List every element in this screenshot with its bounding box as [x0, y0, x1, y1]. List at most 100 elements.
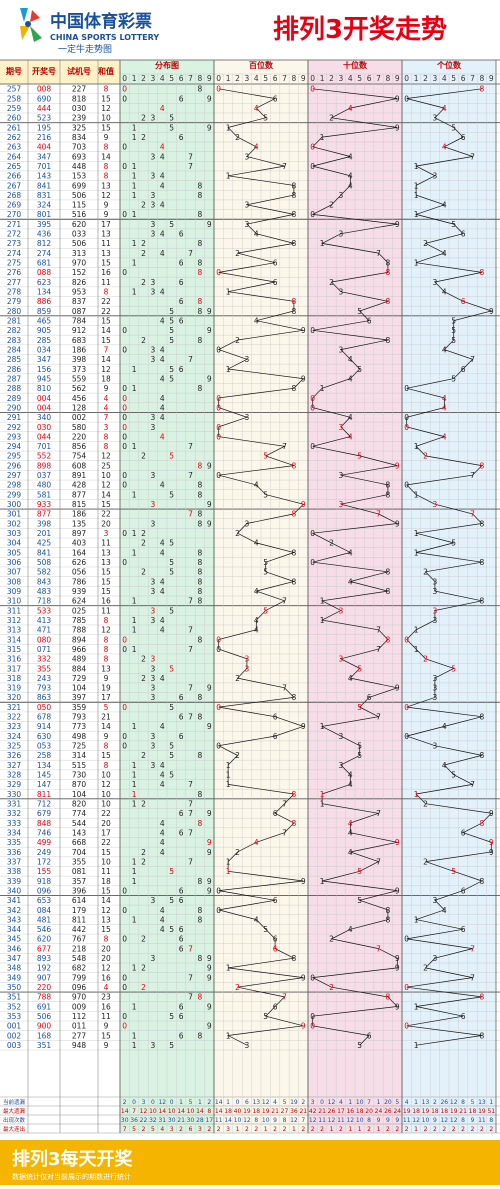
position-mark: 4	[442, 394, 447, 403]
draw-number: 351	[37, 1041, 52, 1050]
position-mark: 1	[226, 761, 231, 770]
position-mark: 0	[216, 742, 221, 751]
dist-mark: 4	[160, 345, 165, 354]
draw-number: 404	[37, 143, 52, 152]
stat-value: 24	[393, 1108, 401, 1115]
position-mark: 5	[451, 771, 456, 780]
dist-mark: 3	[151, 172, 156, 181]
stat-value: 21	[299, 1108, 307, 1115]
draw-number: 900	[37, 1022, 52, 1031]
issue-number: 001	[7, 1022, 22, 1031]
position-mark: 0	[216, 268, 221, 277]
stat-value: 18	[252, 1108, 260, 1115]
stat-value: 14	[177, 1108, 185, 1115]
stat-value: 2	[424, 1126, 428, 1133]
stat-value: 12	[328, 1099, 336, 1106]
stat-value: 1	[264, 1126, 268, 1133]
issue-number: 288	[7, 384, 22, 393]
stat-value: 2	[301, 1099, 305, 1106]
draw-number: 788	[37, 993, 52, 1002]
dist-mark: 5	[169, 1012, 174, 1021]
dist-mark: 5	[169, 220, 174, 229]
dist-mark: 2	[141, 336, 146, 345]
position-mark: 3	[245, 220, 250, 229]
dist-mark: 3	[151, 954, 156, 963]
position-mark: 6	[461, 297, 466, 306]
dist-mark: 2	[141, 655, 146, 664]
sum-value: 22	[101, 297, 111, 306]
test-number: 856	[72, 442, 87, 451]
sum-header: 和值	[98, 66, 114, 76]
dist-mark: 4	[160, 432, 165, 441]
position-mark: 5	[357, 365, 362, 374]
dist-mark: 6	[179, 278, 184, 287]
stat-value: 2	[320, 1126, 324, 1133]
sum-value: 8	[104, 143, 109, 152]
test-number: 884	[72, 664, 87, 673]
dist-mark: 0	[122, 85, 127, 94]
position-mark: 0	[404, 384, 409, 393]
dist-mark: 0	[122, 906, 127, 915]
stat-value: 2	[179, 1126, 183, 1133]
digit-header-tens-8: 8	[386, 74, 391, 83]
position-mark: 2	[235, 133, 240, 142]
digit-header-hundreds-4: 4	[254, 74, 259, 83]
position-mark: 8	[480, 1031, 485, 1040]
dist-mark: 1	[132, 722, 137, 731]
position-mark: 8	[386, 297, 391, 306]
digit-header-units-0: 0	[404, 74, 409, 83]
dist-mark: 1	[132, 867, 137, 876]
draw-number: 249	[37, 848, 52, 857]
position-mark: 9	[395, 886, 400, 895]
draw-number: 877	[37, 510, 52, 519]
dist-mark: 2	[141, 848, 146, 857]
draw-number: 347	[37, 152, 52, 161]
sum-value: 9	[104, 210, 109, 219]
position-mark: 2	[235, 249, 240, 258]
position-mark: 4	[442, 249, 447, 258]
test-number: 939	[72, 587, 87, 596]
dist-mark: 6	[179, 886, 184, 895]
test-number: 703	[72, 143, 87, 152]
dist-mark: 7	[188, 944, 193, 953]
position-mark: 1	[414, 181, 419, 190]
draw-number: 533	[37, 606, 52, 615]
sum-value: 15	[101, 123, 111, 132]
test-number: 693	[72, 152, 87, 161]
draw-number: 274	[37, 249, 52, 258]
stat-value: 4	[405, 1099, 409, 1106]
test-number: 373	[72, 365, 87, 374]
dist-mark: 4	[160, 548, 165, 557]
stat-value: 2	[433, 1126, 437, 1133]
digit-header-hundreds-9: 9	[301, 74, 306, 83]
position-mark: 3	[433, 587, 438, 596]
stat-value: 2	[480, 1126, 484, 1133]
stat-value: 7	[123, 1126, 127, 1133]
tens-header: 十位数	[343, 60, 368, 70]
position-mark: 2	[423, 239, 428, 248]
draw-number: 044	[37, 432, 52, 441]
dist-mark: 8	[198, 239, 203, 248]
position-mark: 2	[423, 800, 428, 809]
issue-number: 002	[7, 1031, 22, 1040]
sum-value: 8	[104, 432, 109, 441]
stat-value: 14	[215, 1108, 223, 1115]
test-number: 218	[72, 944, 87, 953]
sum-value: 12	[101, 780, 111, 789]
position-mark: 2	[235, 848, 240, 857]
position-mark: 2	[423, 857, 428, 866]
draw-number: 746	[37, 828, 52, 837]
dist-mark: 7	[188, 471, 193, 480]
position-mark: 3	[339, 606, 344, 615]
draw-number: 216	[37, 133, 52, 142]
issue-number: 278	[7, 288, 22, 297]
dist-mark: 6	[179, 896, 184, 905]
issue-number: 338	[7, 867, 22, 876]
position-mark: 9	[301, 326, 306, 335]
dist-mark: 4	[160, 616, 165, 625]
dist-mark: 4	[160, 249, 165, 258]
position-mark: 5	[451, 664, 456, 673]
dist-mark: 8	[198, 481, 203, 490]
position-mark: 3	[245, 152, 250, 161]
stat-value: 36	[290, 1108, 298, 1115]
